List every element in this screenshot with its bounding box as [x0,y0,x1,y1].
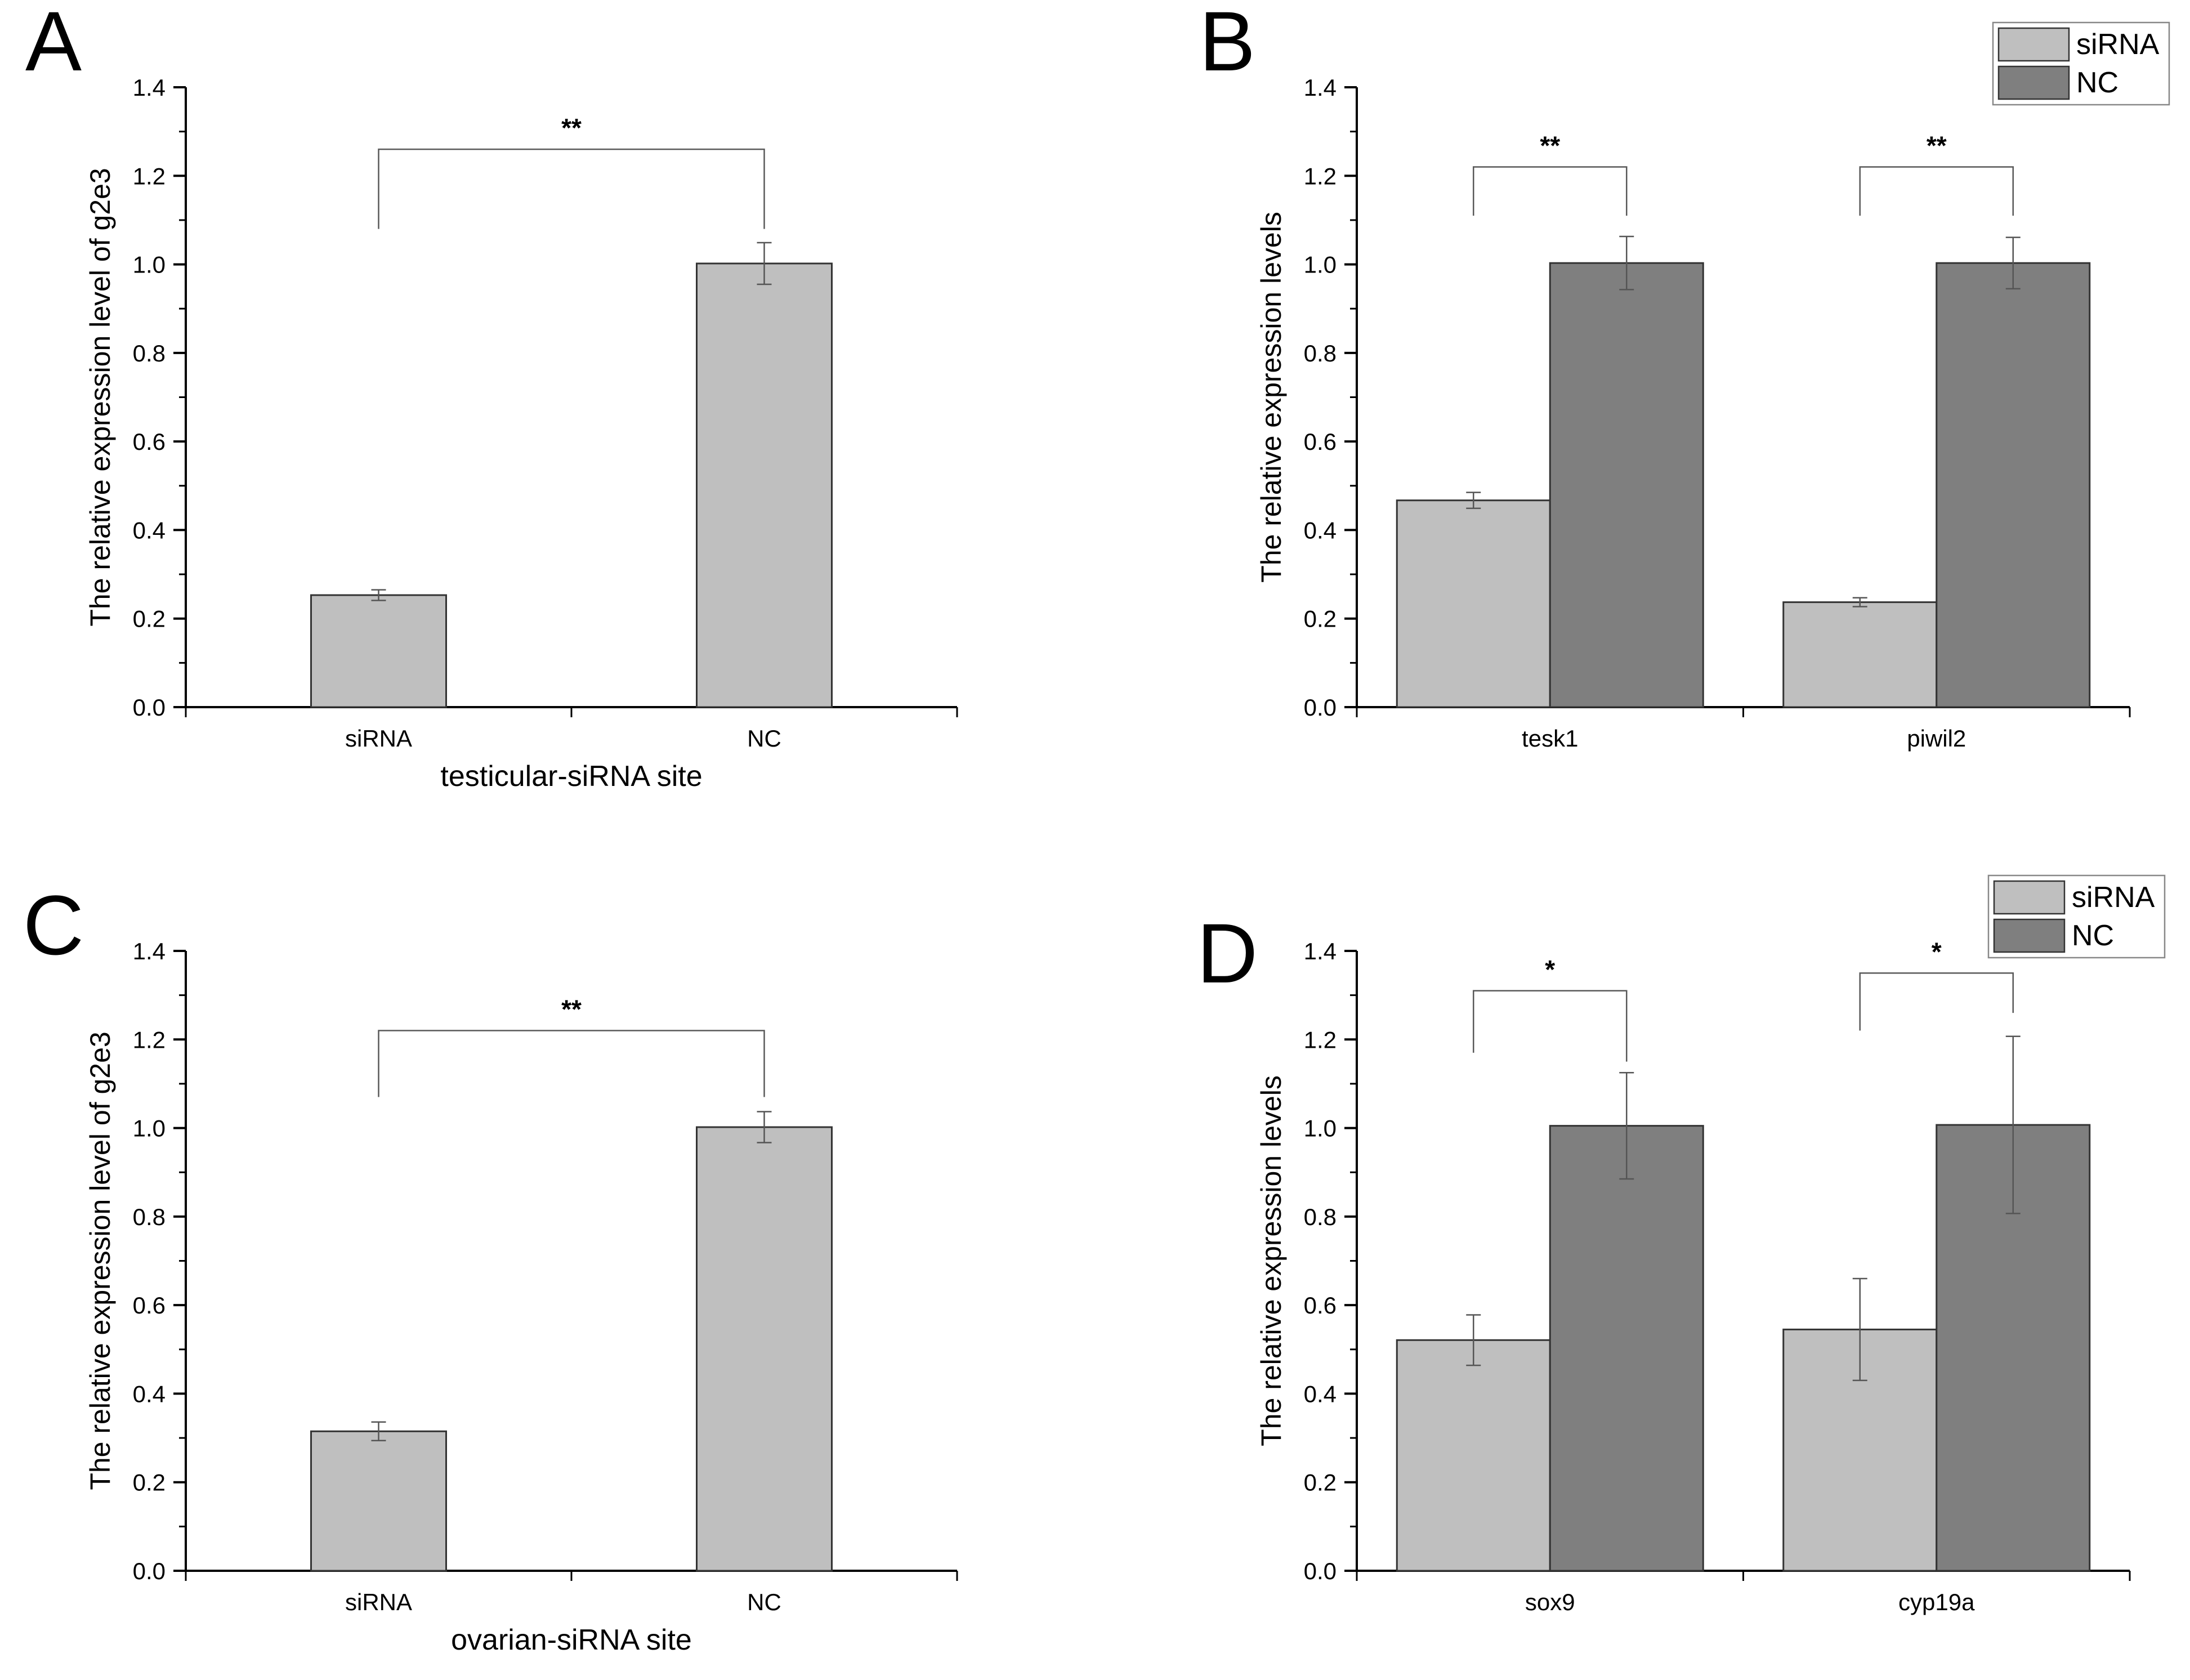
y-tick-label: 0.8 [133,1204,166,1230]
x-tick-label: piwil2 [1907,725,1966,752]
significance-label: ** [1927,131,1947,160]
legend: siRNA NC [1992,21,2170,106]
y-tick-label: 0.0 [133,694,166,721]
x-tick-label: siRNA [345,1589,412,1615]
bar-sirna [310,594,447,708]
y-tick-label: 0.4 [1304,517,1337,543]
y-tick-label: 0.0 [1304,694,1337,721]
bar-nc [696,1126,833,1572]
panel-c: C 0.0 0.2 0.4 0.6 0.8 1.0 1.2 1.4 The relative ex… [23,878,958,1656]
significance-bracket [1473,166,1628,216]
y-tick-label: 0.0 [133,1558,166,1584]
legend-label: siRNA [2072,881,2155,914]
y-tick-label: 0.6 [1304,1292,1337,1319]
y-tick-label: 0.2 [133,606,166,632]
bar-nc-sox9 [1549,1125,1704,1572]
legend-swatch-sirna [1993,880,2066,915]
y-tick-label: 1.0 [133,252,166,278]
panel-label: C [23,878,84,972]
y-tick-label: 1.2 [1304,163,1337,189]
bar-sirna [310,1430,447,1572]
legend: siRNA NC [1987,874,2166,959]
y-tick-label: 1.2 [133,163,166,189]
y-tick-label: 0.4 [133,1380,166,1407]
y-tick-label: 0.6 [1304,428,1337,455]
y-tick-label: 0.0 [1304,1558,1337,1584]
significance-bracket [378,1030,765,1097]
significance-bracket [1859,972,2014,1031]
panel-label: B [1199,0,1255,88]
y-tick-label: 0.4 [133,517,166,543]
x-tick-label: siRNA [345,725,412,752]
y-tick-label: 1.4 [1304,74,1337,101]
panel-label: A [25,0,82,88]
significance-label: * [1932,937,1942,966]
bar-sirna-tesk1 [1396,499,1551,708]
significance-bracket [1473,990,1628,1062]
y-tick-label: 0.8 [1304,340,1337,367]
x-tick-label: cyp19a [1898,1589,1975,1615]
y-tick-label: 1.4 [133,938,166,964]
significance-bracket [378,148,765,229]
y-tick-label: 0.8 [1304,1204,1337,1230]
significance-label: * [1545,955,1555,984]
y-tick-label: 1.4 [133,74,166,101]
y-tick-label: 1.0 [1304,1115,1337,1142]
x-tick-label: sox9 [1525,1589,1575,1615]
legend-label: NC [2072,919,2114,952]
y-tick-label: 1.2 [133,1026,166,1053]
panel-label: D [1197,906,1258,1000]
panel-a: A 0.0 0.2 0.4 0.6 0.8 1.0 1.2 1.4 The relative ex… [25,0,958,793]
y-tick-label: 0.6 [133,428,166,455]
bar-nc-tesk1 [1549,262,1704,708]
legend-swatch-nc [1993,918,2066,953]
bar-nc [696,262,833,708]
bar-sirna-piwil2 [1782,601,1938,708]
panel-b: B 0.0 0.2 0.4 0.6 0.8 1.0 1.2 1.4 The relative ex… [1199,0,2170,752]
significance-bracket [1859,166,2014,216]
significance-label: ** [561,113,582,142]
x-axis-title: testicular-siRNA site [440,760,702,793]
y-tick-label: 0.2 [1304,606,1337,632]
significance-label: ** [1540,131,1560,160]
legend-label: siRNA [2076,28,2160,61]
bar-sirna-sox9 [1396,1339,1551,1572]
y-tick-label: 0.2 [1304,1469,1337,1496]
bar-nc-piwil2 [1936,262,2091,708]
x-tick-label: NC [747,1589,781,1615]
significance-label: ** [561,995,582,1024]
legend-label: NC [2076,66,2119,99]
x-tick-label: tesk1 [1522,725,1578,752]
y-axis-title: The relative expression levels [1255,212,1287,583]
y-tick-label: 0.2 [133,1469,166,1496]
y-tick-label: 0.4 [1304,1380,1337,1407]
y-tick-label: 1.0 [1304,252,1337,278]
y-axis-title: The relative expression level of g2e3 [84,168,116,626]
panel-d: D 0.0 0.2 0.4 0.6 0.8 1.0 1.2 1.4 The relative ex… [1197,874,2166,1615]
legend-swatch-sirna [1997,27,2070,62]
y-tick-label: 0.8 [133,340,166,367]
y-tick-label: 1.4 [1304,938,1337,964]
legend-swatch-nc [1997,65,2070,100]
x-tick-label: NC [747,725,781,752]
y-axis-title: The relative expression level of g2e3 [84,1031,116,1490]
y-axis-title: The relative expression levels [1255,1075,1287,1446]
y-tick-label: 0.6 [133,1292,166,1319]
y-tick-label: 1.2 [1304,1026,1337,1053]
x-axis-title: ovarian-siRNA site [451,1624,692,1656]
y-tick-label: 1.0 [133,1115,166,1142]
